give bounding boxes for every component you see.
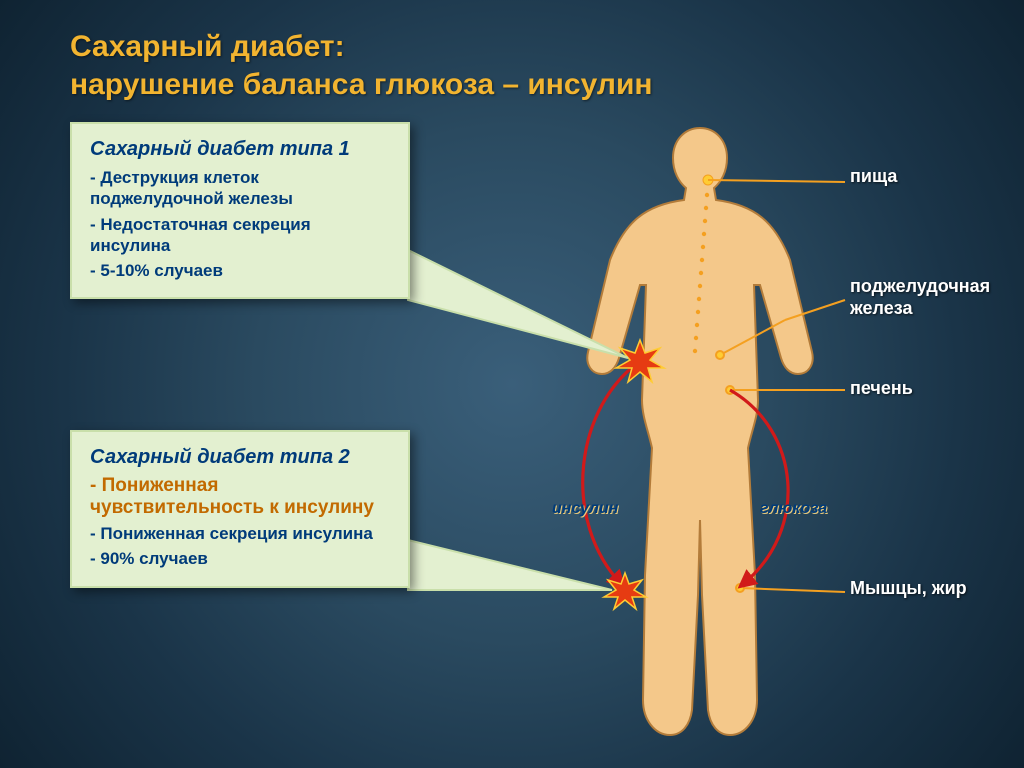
callout-tails bbox=[408, 250, 628, 590]
label-liver: печень bbox=[850, 378, 913, 399]
page-title: Сахарный диабет: нарушение баланса глюко… bbox=[70, 28, 653, 103]
label-muscles: Мышцы, жир bbox=[850, 578, 967, 599]
leader-lines bbox=[708, 180, 845, 592]
food-path-dots bbox=[693, 175, 713, 353]
flow-arrows bbox=[583, 360, 788, 585]
title-line1: Сахарный диабет: bbox=[70, 28, 653, 66]
callout-type2-item-highlight: - Пониженная чувствительность к инсулину bbox=[90, 475, 390, 519]
callout-type1-heading: Сахарный диабет типа 1 bbox=[90, 138, 390, 161]
human-silhouette bbox=[587, 128, 812, 735]
callout-type2: Сахарный диабет типа 2 - Пониженная чувс… bbox=[70, 430, 410, 588]
callout-type1-item: - Недостаточная секреция инсулина bbox=[90, 214, 390, 257]
callout-type1: Сахарный диабет типа 1 - Деструкция клет… bbox=[70, 122, 410, 299]
label-food: пища bbox=[850, 166, 897, 187]
title-line2: нарушение баланса глюкоза – инсулин bbox=[70, 66, 653, 104]
callout-type1-item: - Деструкция клеток поджелудочной железы bbox=[90, 167, 390, 210]
starburst-muscle bbox=[604, 573, 646, 609]
label-pancreas: поджелудочная железа bbox=[850, 276, 1024, 319]
label-insulin: инсулин bbox=[552, 500, 618, 518]
label-glucose: глюкоза bbox=[760, 500, 827, 518]
starburst-pancreas bbox=[616, 340, 664, 382]
callout-type2-item: - 90% случаев bbox=[90, 548, 390, 569]
callout-type2-heading: Сахарный диабет типа 2 bbox=[90, 446, 390, 469]
callout-type1-item: - 5-10% случаев bbox=[90, 260, 390, 281]
callout-type2-item: - Пониженная секреция инсулина bbox=[90, 523, 390, 544]
